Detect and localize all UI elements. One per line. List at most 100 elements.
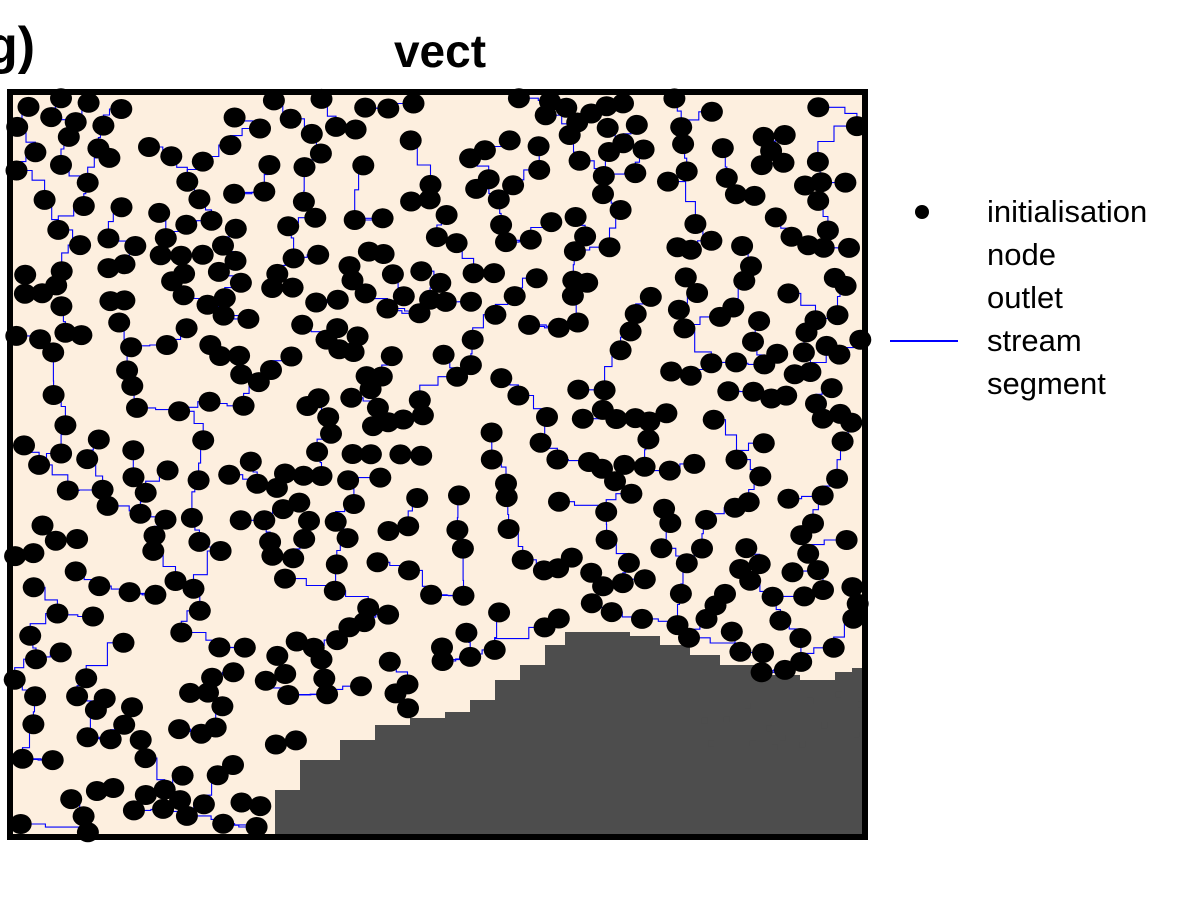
node-marker <box>376 298 399 319</box>
node-marker <box>153 779 176 800</box>
node-marker <box>9 814 32 834</box>
node-marker <box>249 796 272 817</box>
node-marker <box>480 422 503 443</box>
line-icon <box>884 319 964 362</box>
node-marker <box>82 606 104 627</box>
node-marker <box>445 233 468 254</box>
node-marker <box>823 267 846 288</box>
node-marker <box>408 390 431 411</box>
node-marker <box>175 805 198 826</box>
node-marker <box>487 189 510 210</box>
node-marker <box>69 235 92 256</box>
node-marker <box>324 511 347 532</box>
node-marker <box>804 310 827 331</box>
node-marker <box>752 643 774 663</box>
node-marker <box>742 381 765 402</box>
node-marker <box>711 138 734 159</box>
node-marker <box>777 488 800 509</box>
node-marker <box>359 444 382 465</box>
node-marker <box>113 290 136 311</box>
legend-label: stream <box>987 323 1082 358</box>
node-marker <box>434 291 457 312</box>
node-marker <box>148 202 171 223</box>
node-marker <box>420 584 443 605</box>
node-marker <box>13 435 35 456</box>
masked-speck <box>723 716 730 723</box>
node-marker <box>326 630 349 651</box>
node-marker <box>399 130 422 151</box>
node-marker <box>816 220 839 241</box>
node-marker <box>232 395 255 416</box>
node-marker <box>336 528 359 549</box>
node-marker <box>265 477 288 498</box>
node-marker <box>773 659 796 680</box>
node-marker <box>44 530 67 551</box>
node-marker <box>580 562 603 583</box>
masked-speck <box>807 697 814 704</box>
node-marker <box>33 189 56 210</box>
node-marker <box>291 314 314 335</box>
node-marker <box>154 228 177 249</box>
node-marker <box>459 646 482 667</box>
node-marker <box>725 352 748 373</box>
node-marker <box>354 283 377 304</box>
node-marker <box>25 649 47 670</box>
node-marker <box>76 449 99 470</box>
node-marker <box>246 473 269 494</box>
node-marker <box>370 366 393 387</box>
node-marker <box>773 125 796 145</box>
node-marker <box>272 499 294 520</box>
node-marker <box>66 686 89 707</box>
node-marker <box>173 263 196 284</box>
node-marker <box>605 409 628 429</box>
node-marker <box>122 440 145 461</box>
node-marker <box>160 146 183 167</box>
masked-specks <box>701 691 864 751</box>
node-marker <box>298 510 320 531</box>
node-marker <box>483 263 505 284</box>
node-marker <box>87 429 110 450</box>
node-marker <box>799 362 822 382</box>
node-marker <box>633 456 656 477</box>
node-marker <box>806 151 829 172</box>
node-marker <box>735 538 758 559</box>
node-marker <box>495 487 518 508</box>
stream-segment <box>668 181 696 224</box>
node-marker <box>156 460 179 481</box>
node-marker <box>571 408 594 429</box>
node-marker <box>686 283 709 303</box>
node-marker <box>766 343 789 364</box>
node-marker <box>305 292 328 313</box>
masked-speck <box>779 734 786 741</box>
node-marker <box>300 123 323 144</box>
node-marker <box>170 622 193 643</box>
node-marker <box>624 163 647 184</box>
node-marker <box>729 559 752 579</box>
node-marker <box>224 250 247 271</box>
node-marker <box>313 668 336 689</box>
node-marker <box>366 397 389 418</box>
node-marker <box>667 299 690 320</box>
node-marker <box>218 464 241 485</box>
node-marker <box>392 286 415 307</box>
node-marker <box>840 412 863 433</box>
node-marker <box>253 510 276 531</box>
node-marker <box>279 108 302 129</box>
node-marker <box>230 364 253 385</box>
node-marker <box>625 114 648 135</box>
node-marker <box>54 415 77 436</box>
node-marker <box>213 288 236 309</box>
node-marker <box>473 140 496 161</box>
node-marker <box>750 155 773 176</box>
stream-segment <box>419 376 458 401</box>
node-marker <box>595 501 618 522</box>
node-marker <box>717 381 740 402</box>
legend-label: node <box>987 237 1056 272</box>
node-marker <box>144 584 167 605</box>
node-marker <box>191 151 214 172</box>
node-marker <box>731 236 754 256</box>
node-marker <box>285 631 308 652</box>
node-marker <box>561 285 584 306</box>
node-marker <box>208 637 231 658</box>
node-marker <box>113 714 136 735</box>
